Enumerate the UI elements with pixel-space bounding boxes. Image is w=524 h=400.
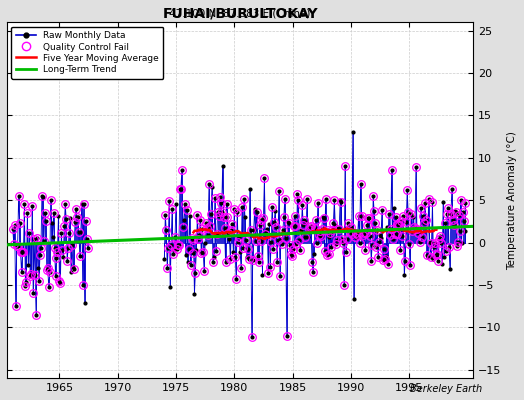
Y-axis label: Temperature Anomaly (°C): Temperature Anomaly (°C) bbox=[507, 131, 517, 270]
Text: 47.100 N, 87.383 E (China): 47.100 N, 87.383 E (China) bbox=[169, 8, 311, 18]
Text: Berkeley Earth: Berkeley Earth bbox=[410, 384, 482, 394]
Legend: Raw Monthly Data, Quality Control Fail, Five Year Moving Average, Long-Term Tren: Raw Monthly Data, Quality Control Fail, … bbox=[12, 27, 163, 79]
Title: FUHAI/BURULTOKAY: FUHAI/BURULTOKAY bbox=[162, 7, 318, 21]
